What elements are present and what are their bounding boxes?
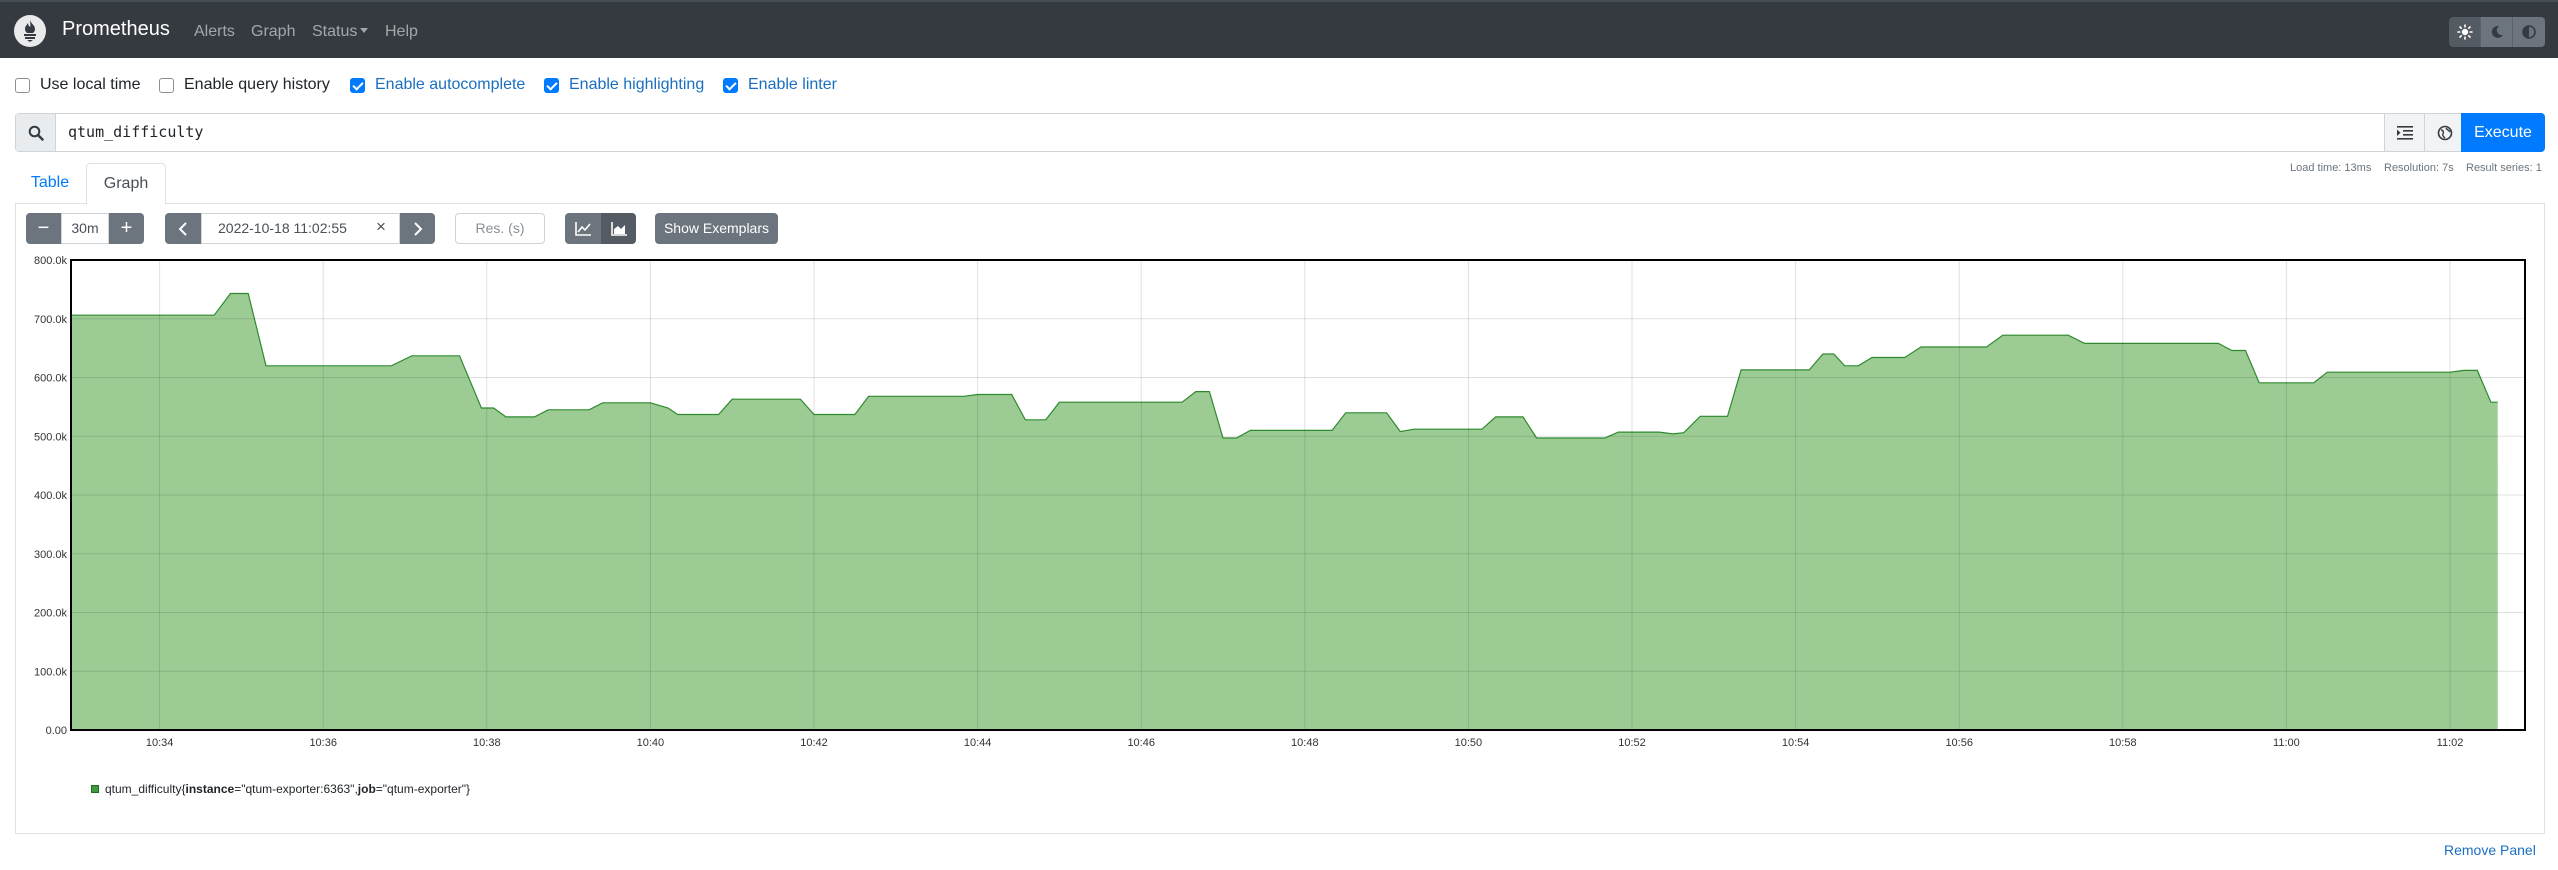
y-tick-label: 200.0k bbox=[34, 608, 68, 620]
y-tick-label: 400.0k bbox=[34, 490, 68, 502]
legend-label1-value: ="qtum-exporter:6363", bbox=[234, 782, 358, 796]
prometheus-logo-icon[interactable] bbox=[14, 15, 46, 47]
series-area bbox=[71, 293, 2498, 730]
y-tick-label: 800.0k bbox=[34, 255, 68, 267]
chevron-left-icon bbox=[178, 221, 187, 236]
autocomplete-label: Enable autocomplete bbox=[375, 76, 526, 93]
resolution-stat: Resolution: 7s bbox=[2384, 162, 2454, 174]
moon-icon[interactable] bbox=[2481, 17, 2513, 47]
x-tick-label: 10:40 bbox=[637, 737, 665, 749]
linter-label: Enable linter bbox=[748, 76, 837, 93]
execute-button[interactable]: Execute bbox=[2461, 113, 2545, 152]
legend-label2-value: ="qtum-exporter"} bbox=[375, 782, 471, 796]
autocomplete-checkbox[interactable] bbox=[350, 77, 365, 93]
option-highlighting[interactable]: Enable highlighting bbox=[544, 76, 704, 94]
nav-status[interactable]: Status bbox=[312, 23, 369, 41]
nav-alerts[interactable]: Alerts bbox=[194, 23, 235, 40]
x-tick-label: 10:50 bbox=[1455, 737, 1483, 749]
next-time-button[interactable] bbox=[400, 213, 435, 244]
tab-graph[interactable]: Graph bbox=[86, 163, 166, 205]
line-chart-icon bbox=[575, 221, 591, 236]
query-input[interactable]: qtum_difficulty bbox=[68, 123, 204, 141]
legend-label1-key: instance bbox=[185, 782, 235, 796]
search-icon-box bbox=[16, 114, 56, 151]
query-history-checkbox[interactable] bbox=[159, 77, 174, 93]
stacked-chart-button[interactable] bbox=[601, 213, 636, 244]
highlighting-checkbox[interactable] bbox=[544, 77, 559, 93]
indent-icon bbox=[2396, 125, 2413, 140]
x-tick-label: 10:54 bbox=[1782, 737, 1810, 749]
legend-item[interactable]: qtum_difficulty{instance ="qtum-exporter:… bbox=[91, 782, 470, 796]
search-icon bbox=[28, 125, 44, 141]
globe-icon bbox=[2437, 125, 2452, 140]
graph-chart[interactable]: 0.00 100.0k 200.0k 300.0k 400.0k 500.0k 600.0k… bbox=[15, 252, 2535, 757]
x-tick-label: 10:48 bbox=[1291, 737, 1319, 749]
tab-table[interactable]: Table bbox=[30, 174, 70, 191]
plot-frame bbox=[70, 259, 2526, 731]
remove-panel-link[interactable]: Remove Panel bbox=[2444, 842, 2536, 858]
theme-toggle-group bbox=[2449, 17, 2545, 47]
line-chart-button[interactable] bbox=[565, 213, 601, 244]
nav-graph[interactable]: Graph bbox=[251, 23, 296, 40]
range-input[interactable]: 30m bbox=[61, 213, 109, 244]
resolution-input[interactable]: Res. (s) bbox=[455, 213, 545, 244]
highlighting-label: Enable highlighting bbox=[569, 76, 705, 93]
navbar: Prometheus Alerts Graph Status Help bbox=[0, 0, 2558, 58]
clear-time-icon[interactable]: × bbox=[376, 217, 386, 236]
y-tick-label: 500.0k bbox=[34, 431, 68, 443]
x-tick-label: 11:00 bbox=[2273, 737, 2300, 749]
linter-checkbox[interactable] bbox=[723, 77, 738, 93]
chevron-right-icon bbox=[413, 221, 422, 236]
nav-help[interactable]: Help bbox=[385, 23, 418, 40]
sun-icon[interactable] bbox=[2449, 17, 2481, 47]
chevron-down-icon bbox=[360, 28, 369, 33]
show-exemplars-button[interactable]: Show Exemplars bbox=[655, 213, 778, 244]
area-chart-icon bbox=[610, 221, 627, 236]
decrease-range-button[interactable]: − bbox=[26, 213, 61, 244]
x-tick-label: 10:38 bbox=[473, 737, 501, 749]
y-tick-label: 100.0k bbox=[34, 666, 68, 678]
increase-range-button[interactable]: + bbox=[109, 213, 144, 244]
x-tick-label: 10:52 bbox=[1618, 737, 1646, 749]
option-linter[interactable]: Enable linter bbox=[723, 76, 837, 94]
x-tick-label: 10:44 bbox=[964, 737, 992, 749]
query-history-label: Enable query history bbox=[184, 76, 330, 93]
use-local-time-label: Use local time bbox=[40, 76, 141, 93]
series-line bbox=[71, 292, 2498, 439]
y-tick-label: 700.0k bbox=[34, 314, 68, 326]
x-tick-label: 10:36 bbox=[309, 737, 337, 749]
y-tick-label: 0.00 bbox=[46, 725, 67, 737]
option-query-history[interactable]: Enable query history bbox=[159, 76, 330, 94]
legend-swatch bbox=[91, 785, 99, 793]
previous-time-button[interactable] bbox=[165, 213, 201, 244]
half-circle-icon[interactable] bbox=[2513, 17, 2545, 47]
x-tick-label: 11:02 bbox=[2437, 737, 2464, 749]
query-bar: qtum_difficulty bbox=[15, 113, 2544, 152]
y-tick-label: 600.0k bbox=[34, 373, 68, 385]
option-autocomplete[interactable]: Enable autocomplete bbox=[350, 76, 525, 94]
option-use-local-time[interactable]: Use local time bbox=[15, 76, 140, 94]
brand-title[interactable]: Prometheus bbox=[62, 18, 170, 40]
x-tick-label: 10:46 bbox=[1127, 737, 1155, 749]
format-query-button[interactable] bbox=[2384, 114, 2424, 151]
use-local-time-checkbox[interactable] bbox=[15, 77, 30, 93]
x-tick-label: 10:58 bbox=[2109, 737, 2137, 749]
load-time-stat: Load time: 13ms bbox=[2290, 162, 2372, 174]
legend-metric: qtum_difficulty bbox=[105, 782, 182, 796]
metrics-explorer-button[interactable] bbox=[2424, 114, 2464, 151]
x-tick-label: 10:42 bbox=[800, 737, 828, 749]
legend-brace: { bbox=[181, 782, 186, 796]
result-series-stat: Result series: 1 bbox=[2466, 162, 2542, 174]
end-time-input[interactable]: 2022-10-18 11:02:55 bbox=[201, 213, 400, 244]
x-tick-label: 10:56 bbox=[1945, 737, 1973, 749]
y-tick-label: 300.0k bbox=[34, 549, 68, 561]
nav-status-label: Status bbox=[312, 23, 358, 40]
x-tick-label: 10:34 bbox=[146, 737, 174, 749]
legend-label2-key: job bbox=[357, 782, 376, 796]
graph-panel bbox=[15, 203, 2545, 834]
